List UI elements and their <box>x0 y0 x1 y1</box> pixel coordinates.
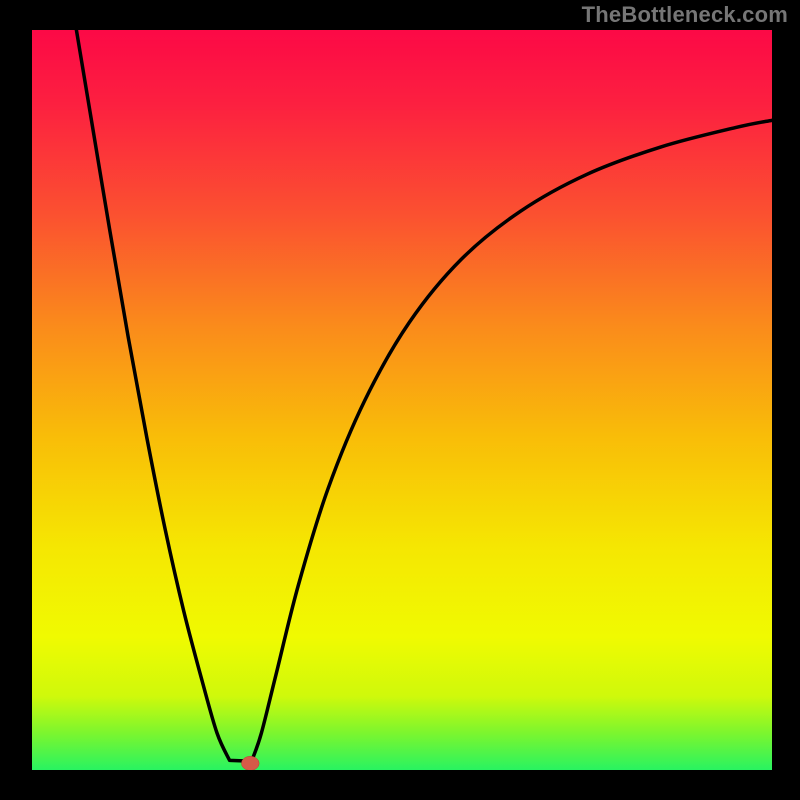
watermark-text: TheBottleneck.com <box>582 2 788 28</box>
plot-svg <box>32 30 772 770</box>
plot-area <box>32 30 772 770</box>
gradient-background <box>32 30 772 770</box>
optimal-point-marker <box>241 756 259 770</box>
chart-frame: TheBottleneck.com <box>0 0 800 800</box>
